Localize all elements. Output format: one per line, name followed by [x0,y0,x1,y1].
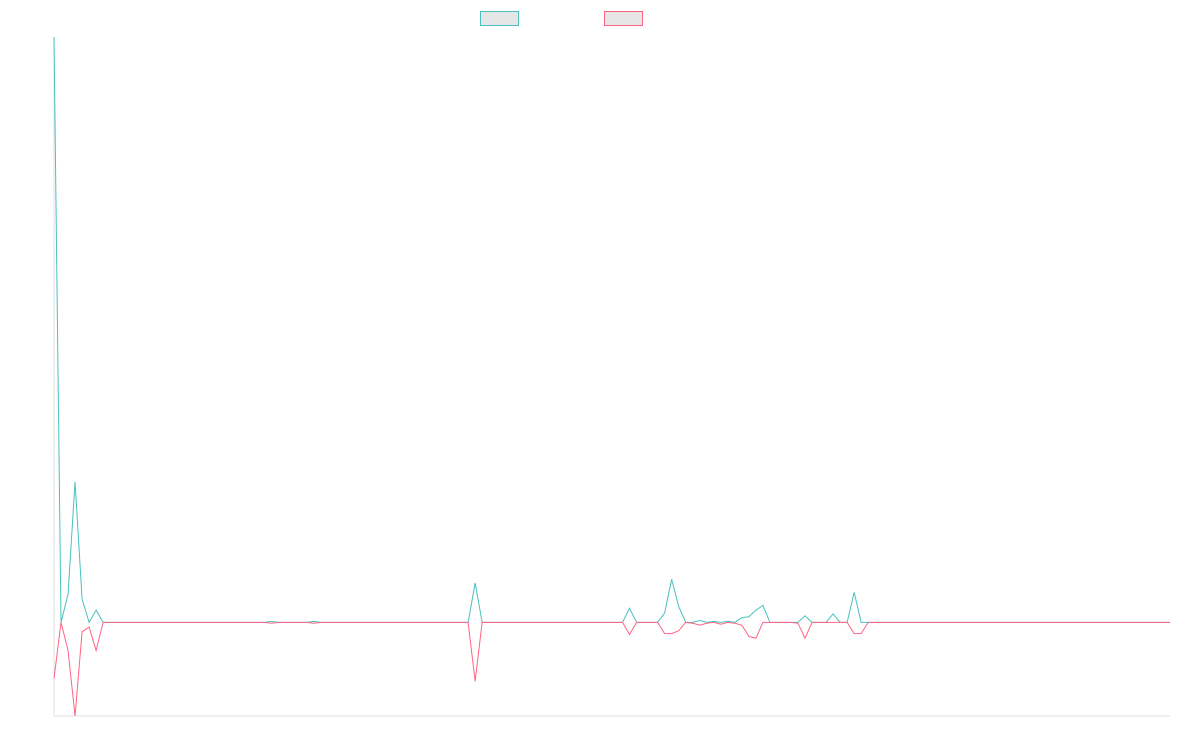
legend-item-series-1[interactable] [480,9,525,27]
legend-swatch-series-1 [480,10,519,26]
legend-swatch-series-2 [604,10,643,26]
series-group [53,36,1170,717]
legend [0,9,1200,27]
series-line-1[interactable] [53,36,1170,624]
legend-item-series-2[interactable] [604,9,649,27]
series-line-2[interactable] [53,621,1170,717]
